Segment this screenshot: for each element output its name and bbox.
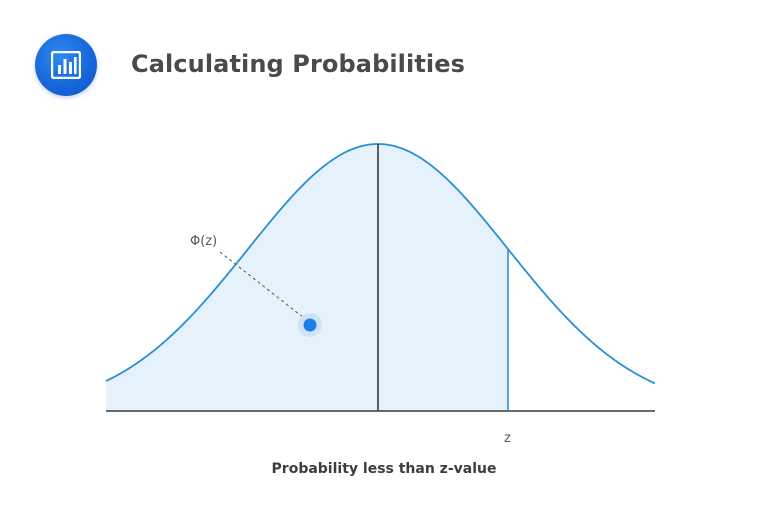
- shaded-probability-area: [106, 144, 508, 411]
- phi-label: Φ(z): [190, 234, 217, 249]
- z-label: z: [504, 431, 511, 446]
- page-title: Calculating Probabilities: [131, 50, 465, 78]
- marker-dot: [303, 318, 317, 332]
- logo-badge: [35, 34, 97, 96]
- bar-chart-icon: [51, 51, 81, 79]
- caption: Probability less than z-value: [271, 461, 497, 477]
- bell-curve: [105, 143, 656, 385]
